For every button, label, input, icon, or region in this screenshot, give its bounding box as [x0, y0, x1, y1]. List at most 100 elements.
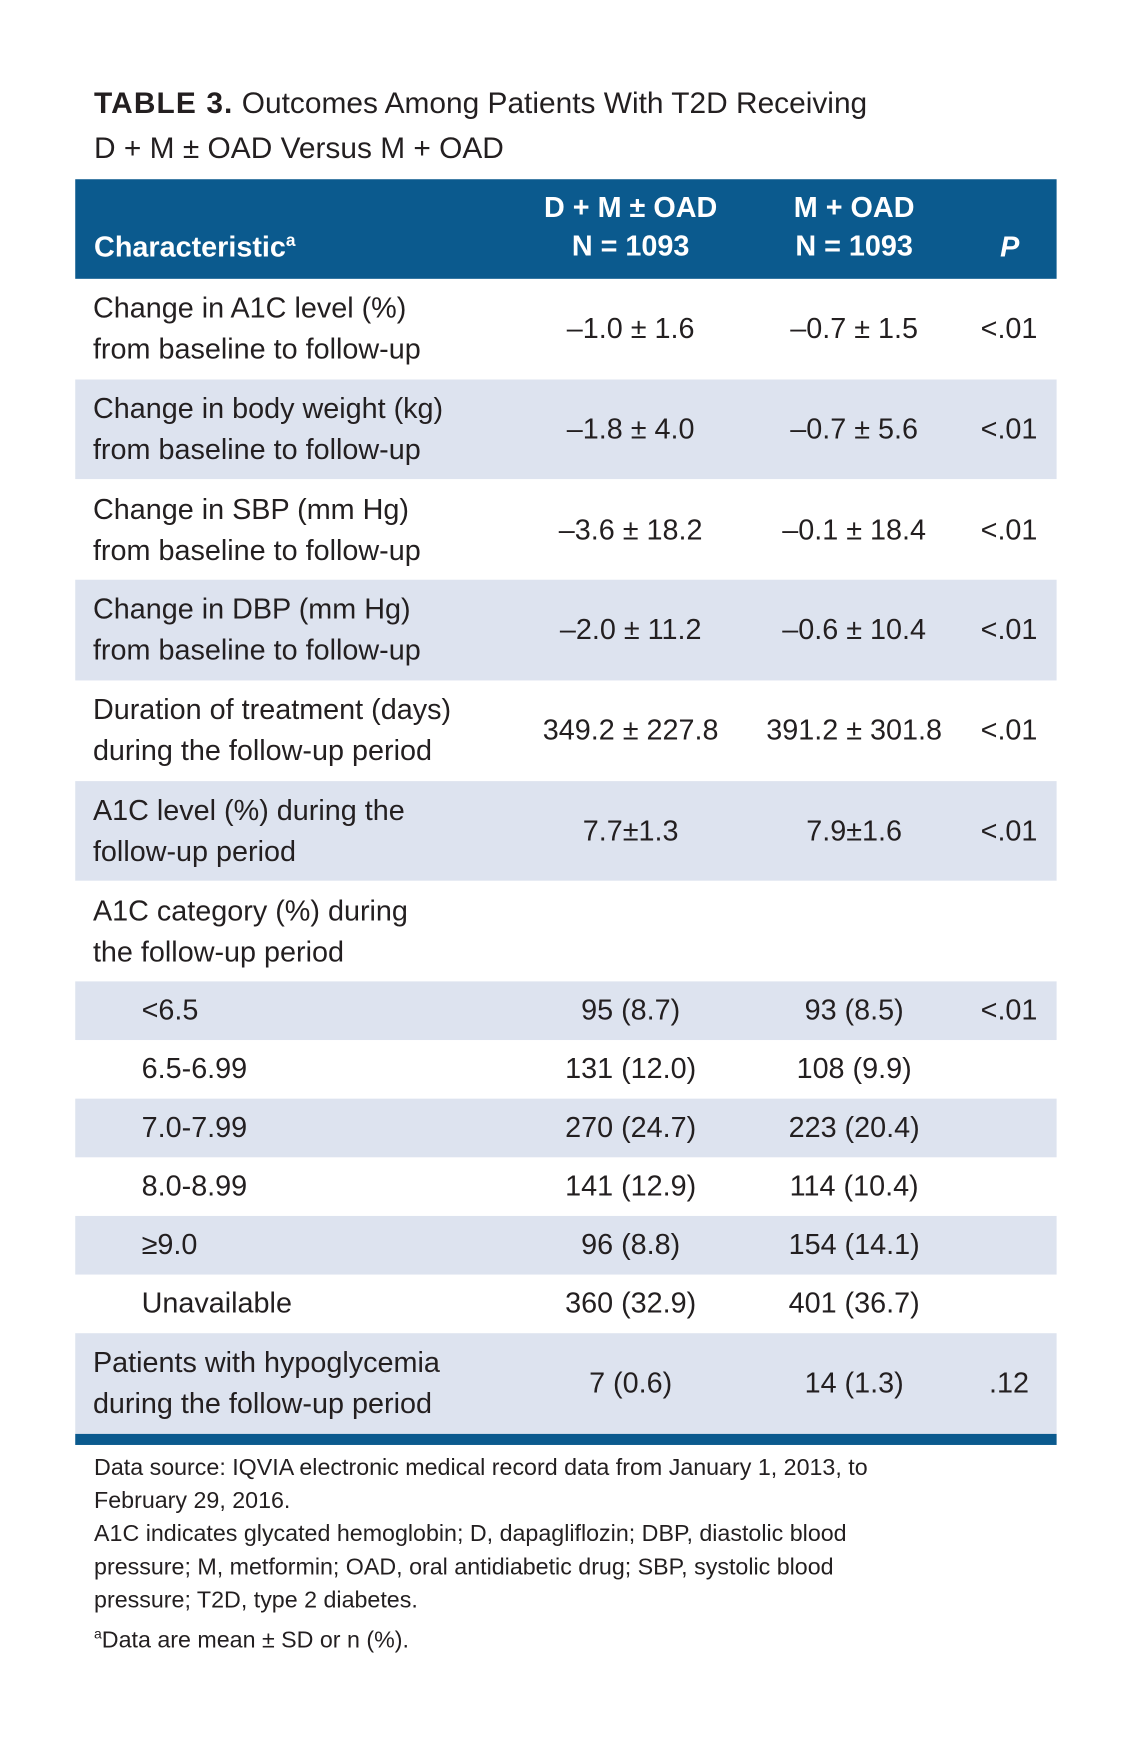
table-row: Change in A1C level (%) from baseline to …	[75, 279, 1056, 379]
footnote-line: aData are mean ± SD or n (%).	[94, 1617, 409, 1657]
label-line: Unavailable	[141, 1286, 292, 1320]
footnote-mark: a	[285, 231, 296, 251]
header-text: N = 1093	[571, 229, 690, 263]
data-cell: <.01	[980, 612, 1038, 647]
footnote-mark: a	[94, 1625, 102, 1642]
row-label: Change in SBP (mm Hg) from baseline to fo…	[93, 489, 421, 571]
label-line: during the follow-up period	[92, 1386, 432, 1420]
row-label: A1C category (%) during the follow-up per…	[93, 890, 408, 972]
row-label: Change in A1C level (%) from baseline to …	[93, 288, 421, 370]
table-row: Change in SBP (mm Hg) from baseline to fo…	[75, 480, 1056, 580]
row-label: <6.5	[142, 990, 199, 1031]
label-line: 8.0-8.99	[141, 1169, 248, 1203]
data-cell: –0.6 ± 10.4	[782, 612, 927, 647]
data-cell: 391.2 ± 301.8	[766, 713, 943, 747]
table-row: Unavailable 360 (32.9) 401 (36.7)	[75, 1274, 1056, 1333]
data-cell: 108 (9.9)	[796, 1052, 912, 1086]
label-line: Change in A1C level (%)	[92, 291, 407, 325]
table-row: Patients with hypoglycemia during the fol…	[75, 1333, 1057, 1434]
label-line: Change in SBP (mm Hg)	[92, 492, 409, 526]
label-line: follow-up period	[92, 834, 297, 868]
footnote-line: pressure; M, metformin; OAD, oral antidi…	[94, 1554, 834, 1580]
data-cell: <.01	[980, 813, 1038, 847]
table-row: Change in body weight (kg) from baseline …	[75, 379, 1057, 480]
data-cell: 96 (8.8)	[581, 1227, 681, 1262]
row-label: Duration of treatment (days) during the f…	[93, 689, 451, 771]
header-text: Characteristic	[94, 230, 286, 264]
title-text: Outcomes Among Patients With T2D Receivi…	[241, 86, 868, 120]
footnote-line: pressure; T2D, type 2 diabetes.	[94, 1587, 418, 1613]
header-cell: M + OAD N = 1093	[794, 190, 915, 263]
table-row: A1C category (%) during the follow-up per…	[75, 881, 1056, 981]
table-row: 8.0-8.99 141 (12.9) 114 (10.4)	[75, 1157, 1056, 1216]
data-cell: –0.7 ± 5.6	[790, 412, 919, 446]
label-line: Change in body weight (kg)	[92, 391, 444, 425]
label-line: Patients with hypoglycemia	[92, 1345, 440, 1379]
header-cell: D + M ± OAD N = 1093	[544, 190, 717, 263]
header-text: P	[1000, 230, 1020, 264]
label-line: Duration of treatment (days)	[92, 692, 452, 726]
header-text: N = 1093	[795, 229, 913, 263]
table-row: 6.5-6.99 131 (12.0) 108 (9.9)	[75, 1040, 1056, 1099]
header-text: M + OAD	[793, 190, 915, 224]
title-label: TABLE 3.	[94, 86, 234, 120]
data-cell: 154 (14.1)	[788, 1227, 920, 1262]
data-cell: <.01	[980, 993, 1038, 1027]
data-cell: 7.7±1.3	[582, 813, 679, 847]
table-row: Change in DBP (mm Hg) from baseline to fo…	[75, 579, 1057, 681]
footnote-line: A1C indicates glycated hemoglobin; D, da…	[94, 1520, 847, 1547]
row-label: Change in body weight (kg) from baseline …	[93, 388, 443, 470]
label-line: from baseline to follow-up	[92, 332, 421, 366]
row-label: A1C level (%) during the follow-up period	[93, 790, 405, 872]
data-cell: –2.0 ± 11.2	[559, 612, 702, 647]
data-cell: <.01	[980, 713, 1038, 747]
data-cell: 7 (0.6)	[589, 1366, 673, 1400]
row-label: Patients with hypoglycemia during the fol…	[93, 1342, 440, 1424]
header-cell: Characteristica	[94, 230, 295, 264]
title-line: TABLE 3. Outcomes Among Patients With T2…	[94, 86, 867, 120]
label-line: Change in DBP (mm Hg)	[92, 592, 411, 626]
table-row: Duration of treatment (days) during the f…	[75, 680, 1056, 780]
row-label: 8.0-8.99	[142, 1166, 248, 1207]
label-line: A1C category (%) during	[92, 893, 408, 927]
data-cell: <.01	[980, 311, 1038, 346]
label-line: <6.5	[141, 993, 199, 1027]
row-label: Change in DBP (mm Hg) from baseline to fo…	[93, 589, 421, 671]
title-text: D + M ± OAD Versus M + OAD	[94, 131, 504, 165]
label-line: during the follow-up period	[92, 733, 432, 767]
label-line: ≥9.0	[141, 1227, 198, 1262]
data-cell: 401 (36.7)	[788, 1286, 920, 1320]
data-cell: 95 (8.7)	[581, 993, 681, 1027]
table-row: <6.5 95 (8.7) 93 (8.5) <.01	[75, 981, 1057, 1040]
data-cell: –1.0 ± 1.6	[566, 311, 695, 346]
data-cell: 14 (1.3)	[804, 1366, 904, 1400]
data-cell: <.01	[980, 512, 1038, 546]
data-cell: 93 (8.5)	[804, 993, 904, 1027]
row-label: 7.0-7.99	[142, 1107, 248, 1148]
table-row: 7.0-7.99 270 (24.7) 223 (20.4)	[75, 1098, 1057, 1158]
table-row: ≥9.0 96 (8.8) 154 (14.1)	[75, 1215, 1057, 1275]
label-line: from baseline to follow-up	[92, 633, 421, 667]
label-line: the follow-up period	[92, 934, 345, 968]
row-label: 6.5-6.99	[142, 1049, 248, 1090]
data-cell: 131 (12.0)	[565, 1052, 697, 1086]
data-cell: 270 (24.7)	[565, 1110, 697, 1144]
label-line: 7.0-7.99	[141, 1110, 248, 1144]
data-cell: 223 (20.4)	[788, 1110, 920, 1144]
data-cell: 7.9±1.6	[806, 813, 903, 847]
data-cell: –3.6 ± 18.2	[558, 512, 703, 546]
footnote-line: February 29, 2016.	[94, 1487, 291, 1514]
data-cell: <.01	[980, 412, 1038, 446]
data-cell: 360 (32.9)	[565, 1286, 697, 1320]
label-line: from baseline to follow-up	[92, 532, 421, 567]
data-cell: 141 (12.9)	[565, 1169, 697, 1203]
data-cell: –0.7 ± 1.5	[790, 311, 919, 346]
header-text: D + M ± OAD	[544, 190, 718, 224]
data-cell: –0.1 ± 18.4	[782, 512, 927, 546]
table-rule	[75, 1433, 1057, 1445]
footnote-text: Data are mean ± SD or n (%).	[101, 1627, 409, 1653]
row-label: ≥9.0	[142, 1225, 198, 1266]
label-line: A1C level (%) during the	[92, 793, 405, 827]
table-header: Characteristica D + M ± OAD N = 1093 M + …	[75, 179, 1057, 279]
